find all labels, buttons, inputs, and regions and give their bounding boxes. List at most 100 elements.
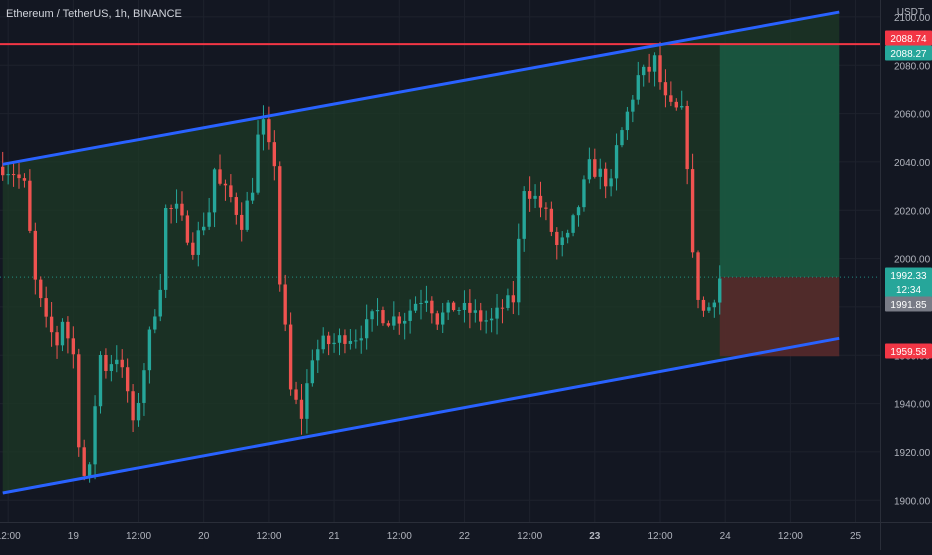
candle-body [479, 310, 483, 322]
candle-body [413, 303, 418, 311]
candle-body [11, 174, 16, 176]
price-marker-label: 2088.74 [890, 34, 927, 45]
time-tick-label: 19 [68, 531, 80, 542]
candle-body [22, 178, 27, 181]
candle-body [104, 354, 108, 371]
candle-body [457, 309, 461, 311]
candle-body [652, 55, 657, 72]
candle-body [642, 66, 646, 76]
candle-body [147, 329, 152, 371]
candle-body [527, 191, 532, 199]
candle-body [690, 169, 695, 253]
price-marker [885, 296, 932, 312]
candle-body [663, 82, 668, 96]
candle-body [506, 295, 510, 308]
candle-body [115, 359, 119, 365]
candle-body [560, 237, 564, 245]
candle-body [354, 340, 358, 342]
candle-body [93, 406, 97, 465]
candle-body [565, 232, 570, 238]
channel-upper-line[interactable] [2, 10, 840, 166]
candle-body [631, 99, 635, 112]
candle-body [321, 335, 325, 350]
candle-body [1, 166, 5, 176]
price-tick-label: 2020.00 [894, 206, 931, 217]
candle-body [707, 307, 711, 311]
candle-body [441, 312, 445, 325]
candle-body [375, 310, 380, 312]
price-marker-label: 1992.33 [890, 271, 927, 282]
candle-body [87, 464, 92, 476]
candle-body [381, 310, 385, 324]
candle-body [305, 383, 309, 419]
price-marker [885, 267, 932, 298]
long-position-profit-zone[interactable] [719, 44, 840, 278]
price-marker [885, 30, 932, 46]
candle-body [364, 319, 369, 339]
candle-body [397, 316, 401, 324]
candle-body [419, 303, 423, 305]
candle-body [489, 318, 494, 321]
time-axis[interactable] [0, 522, 932, 550]
candle-body [33, 230, 37, 280]
time-tick-labels: 12:00 19 12:00 20 12:00 21 12:00 22 12:00 23 12:00… [0, 531, 862, 542]
candle-body [674, 101, 678, 108]
drawings-layer [0, 12, 880, 493]
currency-label: USDT [896, 7, 924, 18]
candle-body [310, 360, 315, 384]
candle-body [598, 168, 602, 177]
candle-body [49, 316, 54, 333]
candle-body [522, 191, 526, 239]
candle-body [288, 324, 293, 390]
candle-body [701, 299, 706, 311]
channel-fill [2, 12, 840, 493]
price-marker-label: 1959.58 [890, 347, 927, 358]
candle-body [435, 313, 439, 325]
candle-body [109, 364, 114, 371]
candle-body [229, 185, 233, 198]
candle-body [326, 335, 331, 345]
candle-body [392, 316, 396, 326]
candle-body [207, 212, 211, 227]
candle-body [142, 370, 146, 403]
time-tick-label: 12:00 [387, 531, 412, 542]
candle-body [174, 203, 179, 209]
price-tick-label: 2000.00 [894, 255, 931, 266]
candle-body [294, 389, 298, 400]
price-marker [885, 45, 932, 61]
time-tick-label: 12:00 [0, 531, 21, 542]
candle-body [571, 215, 575, 233]
candle-body [250, 192, 255, 201]
trend-lines[interactable] [0, 10, 880, 495]
candle-body [278, 166, 282, 285]
symbol-title[interactable]: Ethereum / TetherUS, 1h, BINANCE [6, 8, 182, 20]
candle-body [343, 335, 347, 344]
price-marker-label: 1991.85 [890, 300, 927, 311]
candle-body [533, 195, 537, 199]
time-tick-label: 21 [329, 531, 341, 542]
candle-body [6, 174, 10, 176]
candle-body [712, 302, 717, 308]
candle-body [430, 300, 434, 314]
channel-lower-line[interactable] [2, 336, 840, 495]
candle-body [370, 311, 374, 320]
candle-body [55, 332, 59, 346]
candle-body [337, 335, 342, 343]
candle-body [718, 278, 722, 303]
long-position-loss-zone[interactable] [719, 277, 840, 357]
candle-body [403, 320, 407, 324]
candle-body [549, 208, 554, 232]
candle-body [272, 142, 277, 167]
candle-body [267, 119, 271, 143]
candle-body [98, 354, 103, 407]
candle-body [44, 298, 48, 317]
candle-body [582, 179, 586, 208]
candle-body [212, 169, 217, 213]
candle-body [66, 321, 70, 339]
candle-body [446, 302, 450, 313]
candle-body [185, 215, 190, 243]
candle-body [555, 231, 559, 245]
